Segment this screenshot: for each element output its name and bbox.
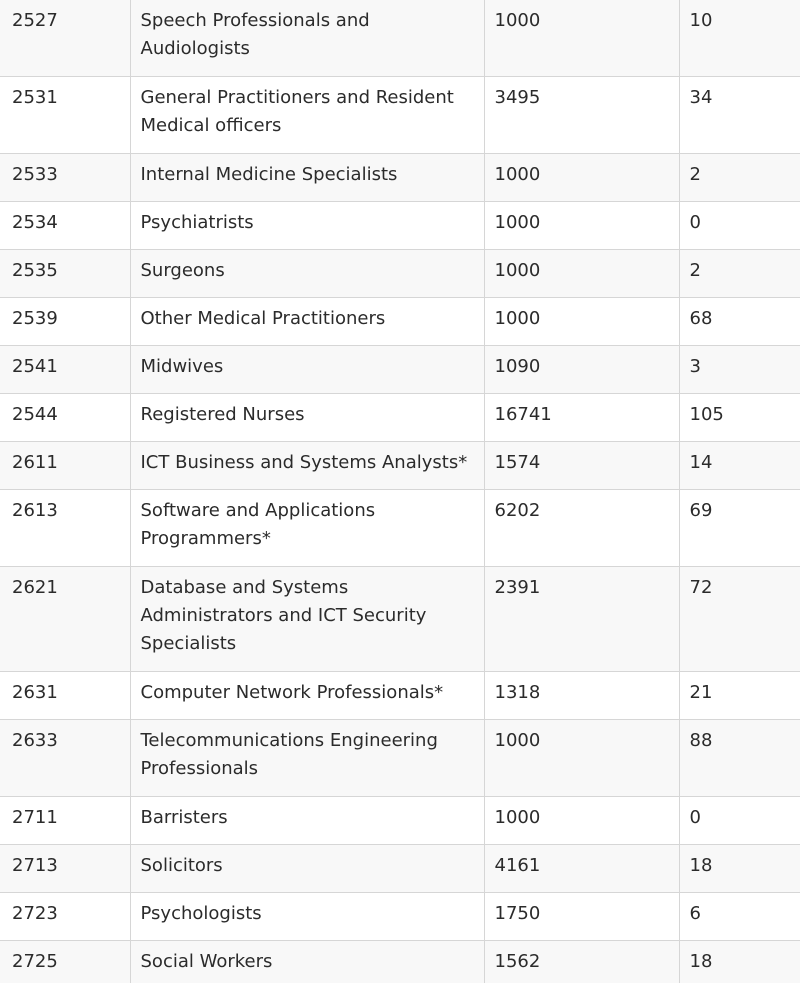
occupation-ceiling: 1000: [483, 249, 680, 298]
table-row: 2613 Software and Applications Programme…: [0, 489, 800, 567]
occupation-ceiling: 1000: [483, 153, 680, 202]
table-row: 2544 Registered Nurses 16741 105: [0, 393, 800, 442]
invitation-count: 21: [678, 671, 800, 720]
occupation-code: 2535: [0, 249, 131, 298]
occupation-name: Barristers: [129, 796, 485, 845]
occupation-name: General Practitioners and Resident Medic…: [129, 76, 485, 154]
invitation-count: 69: [678, 489, 800, 567]
invitation-count: 18: [678, 940, 800, 983]
occupation-name: Registered Nurses: [129, 393, 485, 442]
table-row: 2535 Surgeons 1000 2: [0, 249, 800, 298]
occupation-name: Other Medical Practitioners: [129, 297, 485, 346]
occupation-name: Surgeons: [129, 249, 485, 298]
occupation-ceiling: 1318: [483, 671, 680, 720]
occupation-code: 2539: [0, 297, 131, 346]
table-row: 2713 Solicitors 4161 18: [0, 844, 800, 893]
occupation-ceiling: 1000: [483, 297, 680, 346]
occupation-name: Midwives: [129, 345, 485, 394]
occupation-code: 2633: [0, 719, 131, 797]
occupation-code: 2613: [0, 489, 131, 567]
occupation-name: Software and Applications Programmers*: [129, 489, 485, 567]
table-row: 2534 Psychiatrists 1000 0: [0, 201, 800, 250]
invitation-count: 14: [678, 441, 800, 490]
occupation-code: 2544: [0, 393, 131, 442]
occupation-code: 2533: [0, 153, 131, 202]
occupation-ceiling: 1090: [483, 345, 680, 394]
occupation-ceiling: 1574: [483, 441, 680, 490]
occupation-ceiling: 4161: [483, 844, 680, 893]
occupation-name: Social Workers: [129, 940, 485, 983]
occupation-code: 2611: [0, 441, 131, 490]
table-row: 2533 Internal Medicine Specialists 1000 …: [0, 153, 800, 202]
occupation-code: 2723: [0, 892, 131, 941]
occupation-code: 2631: [0, 671, 131, 720]
occupation-name: Telecommunications Engineering Professio…: [129, 719, 485, 797]
occupation-name: Solicitors: [129, 844, 485, 893]
occupation-code: 2621: [0, 566, 131, 672]
occupation-ceiling: 3495: [483, 76, 680, 154]
invitation-count: 34: [678, 76, 800, 154]
occupation-ceiling: 1000: [483, 0, 680, 77]
occupation-ceiling: 1562: [483, 940, 680, 983]
occupation-ceiling: 6202: [483, 489, 680, 567]
occupation-name: Database and Systems Administrators and …: [129, 566, 485, 672]
occupation-name: Psychiatrists: [129, 201, 485, 250]
table-row: 2531 General Practitioners and Resident …: [0, 76, 800, 154]
occupation-ceiling: 1750: [483, 892, 680, 941]
table-row: 2723 Psychologists 1750 6: [0, 892, 800, 941]
table-row: 2711 Barristers 1000 0: [0, 796, 800, 845]
occupation-ceiling: 1000: [483, 201, 680, 250]
occupation-ceiling: 16741: [483, 393, 680, 442]
table-row: 2539 Other Medical Practitioners 1000 68: [0, 297, 800, 346]
invitation-count: 3: [678, 345, 800, 394]
invitation-count: 0: [678, 201, 800, 250]
occupation-ceiling: 2391: [483, 566, 680, 672]
table-row: 2633 Telecommunications Engineering Prof…: [0, 719, 800, 797]
occupation-code: 2711: [0, 796, 131, 845]
occupation-ceiling: 1000: [483, 796, 680, 845]
invitation-count: 6: [678, 892, 800, 941]
occupation-code: 2527: [0, 0, 131, 77]
invitation-count: 105: [678, 393, 800, 442]
occupation-ceiling: 1000: [483, 719, 680, 797]
occupation-name: Psychologists: [129, 892, 485, 941]
occupation-code: 2534: [0, 201, 131, 250]
occupation-name: Speech Professionals and Audiologists: [129, 0, 485, 77]
invitation-count: 2: [678, 249, 800, 298]
table-row: 2611 ICT Business and Systems Analysts* …: [0, 441, 800, 490]
invitation-count: 0: [678, 796, 800, 845]
occupation-code: 2541: [0, 345, 131, 394]
occupation-name: Internal Medicine Specialists: [129, 153, 485, 202]
occupation-code: 2725: [0, 940, 131, 983]
table-row: 2541 Midwives 1090 3: [0, 345, 800, 394]
table-row: 2527 Speech Professionals and Audiologis…: [0, 0, 800, 77]
invitation-count: 2: [678, 153, 800, 202]
occupation-code: 2531: [0, 76, 131, 154]
table-row: 2725 Social Workers 1562 18: [0, 940, 800, 983]
occupation-code: 2713: [0, 844, 131, 893]
occupation-name: ICT Business and Systems Analysts*: [129, 441, 485, 490]
invitation-count: 68: [678, 297, 800, 346]
table-row: 2621 Database and Systems Administrators…: [0, 566, 800, 672]
invitation-count: 88: [678, 719, 800, 797]
invitation-count: 10: [678, 0, 800, 77]
invitation-count: 18: [678, 844, 800, 893]
table-row: 2631 Computer Network Professionals* 131…: [0, 671, 800, 720]
invitation-count: 72: [678, 566, 800, 672]
occupation-name: Computer Network Professionals*: [129, 671, 485, 720]
